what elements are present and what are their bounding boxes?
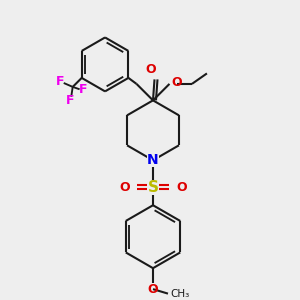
- Text: O: O: [172, 76, 182, 89]
- Text: O: O: [176, 181, 187, 194]
- Text: CH₃: CH₃: [170, 289, 190, 298]
- Text: F: F: [56, 75, 64, 88]
- Text: F: F: [65, 94, 74, 107]
- Text: O: O: [148, 283, 158, 296]
- Text: N: N: [147, 153, 159, 167]
- Text: F: F: [79, 83, 88, 96]
- Text: S: S: [148, 180, 158, 195]
- Text: O: O: [146, 63, 156, 76]
- Text: O: O: [119, 181, 130, 194]
